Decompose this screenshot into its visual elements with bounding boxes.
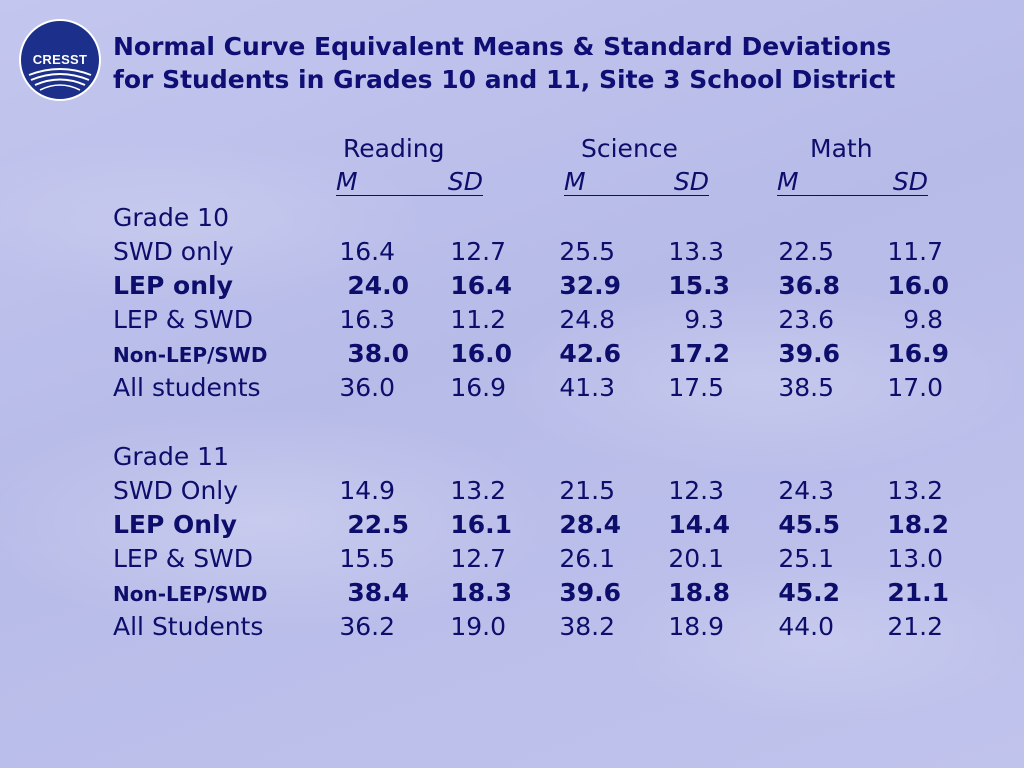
- title-line-2: for Students in Grades 10 and 11, Site 3…: [113, 65, 896, 94]
- table-cell: 16.4: [450, 271, 512, 300]
- table-cell: 16.0: [450, 339, 512, 368]
- row-label: Non-LEP/SWD: [113, 582, 268, 606]
- table-cell: 15.3: [668, 271, 730, 300]
- table-cell: 38.2: [559, 612, 615, 641]
- table-cell: 13.2: [450, 476, 506, 505]
- table-cell: 9.3: [684, 305, 724, 334]
- row-label: SWD only: [113, 237, 234, 266]
- table-cell: 14.4: [668, 510, 730, 539]
- table-cell: 32.9: [559, 271, 621, 300]
- table-cell: 16.0: [887, 271, 949, 300]
- stat-header-math-sd: SD: [892, 167, 928, 196]
- row-label: LEP & SWD: [113, 544, 254, 573]
- table-cell: 24.0: [347, 271, 409, 300]
- row-label: All students: [113, 373, 261, 402]
- table-cell: 24.8: [559, 305, 615, 334]
- table-cell: 38.5: [778, 373, 834, 402]
- table-cell: 39.6: [778, 339, 840, 368]
- row-label: LEP Only: [113, 510, 237, 539]
- table-cell: 21.5: [559, 476, 615, 505]
- row-label: Non-LEP/SWD: [113, 343, 268, 367]
- table-cell: 38.0: [347, 339, 409, 368]
- stat-header-reading-m: M: [336, 167, 358, 196]
- row-label: SWD Only: [113, 476, 239, 505]
- title-line-1: Normal Curve Equivalent Means & Standard…: [113, 32, 892, 61]
- table-cell: 18.2: [887, 510, 949, 539]
- logo-text: CRESST: [32, 52, 88, 67]
- table-cell: 36.2: [339, 612, 395, 641]
- table-cell: 25.5: [559, 237, 615, 266]
- table-cell: 22.5: [778, 237, 834, 266]
- table-cell: 21.2: [887, 612, 943, 641]
- table-cell: 13.3: [668, 237, 724, 266]
- table-cell: 11.2: [450, 305, 506, 334]
- table-cell: 23.6: [778, 305, 834, 334]
- logo-waves-icon: [28, 68, 92, 91]
- table-cell: 16.4: [339, 237, 395, 266]
- table-cell: 28.4: [559, 510, 621, 539]
- table-cell: 22.5: [347, 510, 409, 539]
- grade-10-label: Grade 10: [113, 203, 229, 232]
- table-cell: 18.9: [668, 612, 724, 641]
- row-label: LEP & SWD: [113, 305, 254, 334]
- stat-header-math: M SD: [777, 168, 928, 196]
- table-cell: 21.1: [887, 578, 949, 607]
- table-cell: 38.4: [347, 578, 409, 607]
- table-cell: 15.5: [339, 544, 395, 573]
- stat-header-science-sd: SD: [673, 167, 709, 196]
- table-cell: 17.5: [668, 373, 724, 402]
- table-cell: 25.1: [778, 544, 834, 573]
- stat-header-science-m: M: [564, 167, 586, 196]
- table-cell: 36.8: [778, 271, 840, 300]
- row-label: LEP only: [113, 271, 233, 300]
- table-cell: 20.1: [668, 544, 724, 573]
- table-cell: 9.8: [903, 305, 943, 334]
- table-cell: 11.7: [887, 237, 943, 266]
- table-cell: 39.6: [559, 578, 621, 607]
- table-cell: 16.3: [339, 305, 395, 334]
- page-title: Normal Curve Equivalent Means & Standard…: [113, 30, 1013, 96]
- table-cell: 36.0: [339, 373, 395, 402]
- table-cell: 12.3: [668, 476, 724, 505]
- table-cell: 18.8: [668, 578, 730, 607]
- table-cell: 24.3: [778, 476, 834, 505]
- table-cell: 26.1: [559, 544, 615, 573]
- table-cell: 16.9: [887, 339, 949, 368]
- table-cell: 45.5: [778, 510, 840, 539]
- stat-header-science: M SD: [564, 168, 709, 196]
- table-cell: 19.0: [450, 612, 506, 641]
- table-cell: 16.1: [450, 510, 512, 539]
- subject-header-science: Science: [581, 134, 678, 163]
- table-cell: 13.2: [887, 476, 943, 505]
- stat-header-math-m: M: [777, 167, 799, 196]
- table-cell: 18.3: [450, 578, 512, 607]
- stat-header-reading: M SD: [336, 168, 483, 196]
- table-cell: 16.9: [450, 373, 506, 402]
- table-cell: 13.0: [887, 544, 943, 573]
- subject-header-math: Math: [810, 134, 873, 163]
- row-label: All Students: [113, 612, 264, 641]
- table-cell: 17.2: [668, 339, 730, 368]
- table-cell: 12.7: [450, 237, 506, 266]
- table-cell: 14.9: [339, 476, 395, 505]
- table-cell: 41.3: [559, 373, 615, 402]
- table-cell: 45.2: [778, 578, 840, 607]
- table-cell: 17.0: [887, 373, 943, 402]
- table-cell: 42.6: [559, 339, 621, 368]
- table-cell: 12.7: [450, 544, 506, 573]
- grade-11-label: Grade 11: [113, 442, 229, 471]
- table-cell: 44.0: [778, 612, 834, 641]
- cresst-logo: CRESST: [19, 19, 101, 101]
- subject-header-reading: Reading: [343, 134, 445, 163]
- stat-header-reading-sd: SD: [447, 167, 483, 196]
